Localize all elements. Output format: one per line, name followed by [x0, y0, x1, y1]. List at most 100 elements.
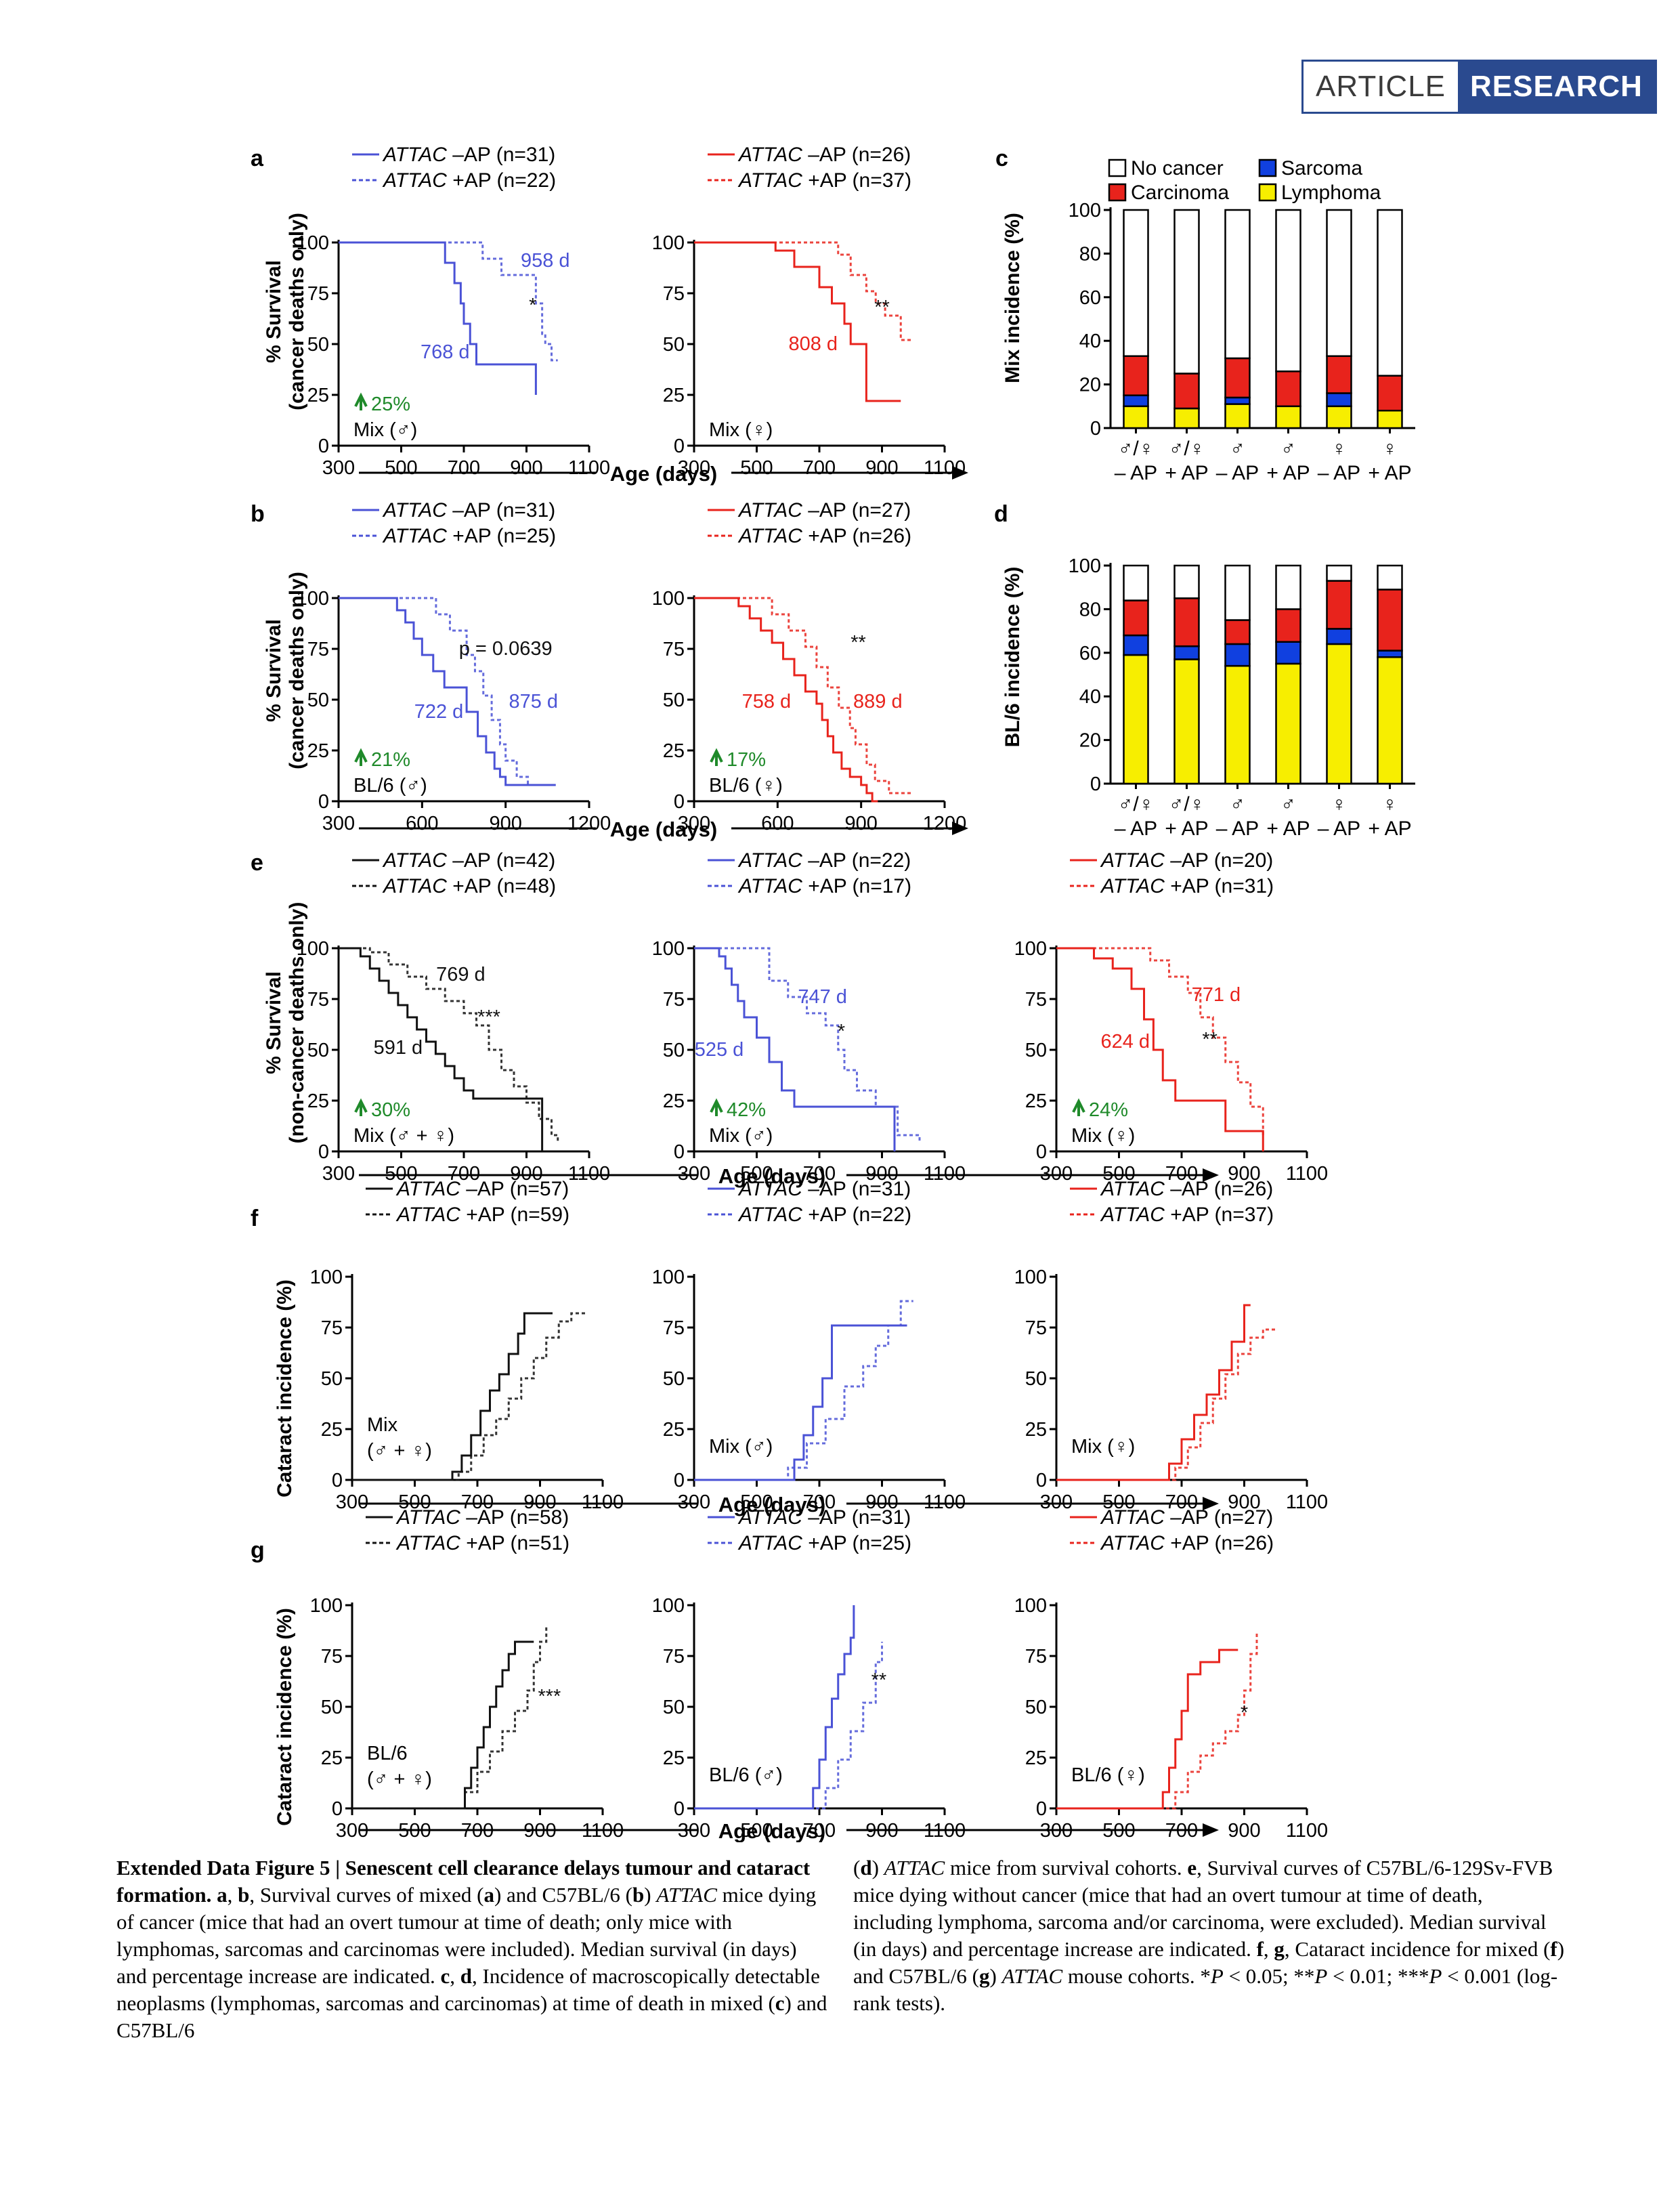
y-tick-label: 80 [1079, 599, 1101, 620]
annotation: ** [874, 297, 890, 318]
legend-entry: ATTAC +AP (n=48) [382, 875, 556, 897]
caption-segment: c [775, 1991, 785, 2015]
legend-suffix: –AP (n=31) [447, 144, 555, 166]
y-tick-label: 50 [1025, 1697, 1047, 1718]
legend-name: ATTAC [737, 1506, 802, 1529]
increase-arrow-icon [711, 1101, 722, 1116]
legend-name: ATTAC [395, 1204, 460, 1226]
y-tick-label: 60 [1079, 643, 1101, 664]
series-line-plus-ap [1056, 948, 1263, 1135]
category-sex: ♂ [1230, 793, 1245, 815]
x-tick-label: 300 [1040, 1820, 1073, 1842]
chart-c: 020406080100♂/♀– AP♂/♀+ AP♂– AP♂+ AP♀– A… [1069, 157, 1415, 484]
caption-segment: ( [853, 1856, 860, 1880]
caption-segment: , Cataract incidence for mixed ( [1285, 1937, 1550, 1961]
legend-name: ATTAC [1100, 1506, 1165, 1529]
x-tick-label: 300 [678, 457, 710, 479]
increase-arrow-icon [1073, 1101, 1084, 1116]
annotation: 768 d [421, 341, 470, 363]
group-label: Mix (♀) [1071, 1125, 1135, 1147]
y-tick-label: 50 [1025, 1040, 1047, 1061]
bar-segment-sarcoma [1276, 642, 1301, 664]
x-tick-label: 1100 [924, 1820, 966, 1842]
bar-segment-sarcoma [1124, 635, 1148, 655]
caption-segment: d [460, 1964, 472, 1988]
legend-name: ATTAC [395, 1178, 460, 1200]
y-tick-label: 100 [310, 1595, 343, 1617]
group-label: Mix (♂) [709, 1125, 773, 1147]
caption-segment: c [441, 1964, 450, 1988]
caption-segment: ) [872, 1856, 884, 1880]
bar-segment-carcinoma [1226, 358, 1250, 398]
legend-suffix: +AP (n=25) [802, 1532, 911, 1554]
y-tick-label: 75 [663, 1646, 685, 1668]
y-tick-label: 75 [321, 1317, 343, 1339]
legend-entry: Sarcoma [1281, 157, 1362, 179]
legend-name: ATTAC [382, 525, 447, 547]
caption-segment: P [1314, 1964, 1327, 1988]
legend-entry: ATTAC +AP (n=17) [737, 875, 911, 897]
bar-segment-lymphoma [1276, 664, 1301, 784]
series-line-minus-ap [1056, 948, 1263, 1151]
y-tick-label: 75 [663, 639, 685, 660]
caption-segment: b [238, 1883, 249, 1907]
group-label: BL/6 (♀) [709, 775, 783, 797]
svg-text:Mix incidence (%): Mix incidence (%) [1001, 213, 1024, 383]
legend-entry: ATTAC +AP (n=37) [1100, 1204, 1274, 1226]
y-tick-label: 25 [663, 740, 685, 762]
chart-b-left: 0255075100300 600 900 1200ATTAC –AP (n=31)A… [297, 499, 611, 834]
category-sex: ♀ [1331, 438, 1347, 460]
caption-segment: e [1187, 1856, 1197, 1880]
chart-g-mid: 0255075100300 500 700 900 1100ATTAC –AP (n=3… [652, 1506, 966, 1842]
x-tick-label: 1100 [924, 1163, 966, 1185]
y-tick-label: 0 [318, 1141, 329, 1163]
annotation: 624 d [1100, 1031, 1150, 1053]
caption-segment: ATTAC [884, 1856, 945, 1880]
y-tick-label: 0 [1036, 1798, 1047, 1820]
caption-segment: ATTAC [1002, 1964, 1063, 1988]
y-tick-label: 25 [663, 1090, 685, 1112]
caption-segment: P [1429, 1964, 1442, 1988]
bar-segment-no-cancer [1276, 210, 1301, 371]
caption-right-column: (d) ATTAC mice from survival cohorts. e,… [853, 1854, 1566, 2044]
bar-segment-carcinoma [1327, 356, 1352, 394]
category-treatment: – AP [1216, 818, 1259, 840]
x-tick-label: 900 [865, 1820, 898, 1842]
legend-name: ATTAC [1100, 849, 1165, 872]
x-tick-label: 300 [322, 813, 355, 834]
bar-segment-lymphoma [1124, 406, 1148, 428]
panel-label-g: g [251, 1537, 265, 1563]
y-tick-label: 75 [307, 639, 329, 660]
category-sex: ♀ [1382, 438, 1398, 460]
ylabel-f: Cataract incidence (%) [274, 1279, 296, 1498]
series-line-plus-ap [694, 242, 913, 340]
bar-segment-carcinoma [1327, 581, 1352, 629]
x-tick-label: 700 [448, 457, 480, 479]
x-tick-label: 600 [761, 813, 794, 834]
bar-segment-lymphoma [1276, 406, 1301, 428]
group-label: Mix (♀) [1071, 1436, 1135, 1458]
category-sex: ♂/♀ [1118, 438, 1154, 460]
y-tick-label: 20 [1079, 730, 1101, 752]
x-tick-label: 300 [678, 813, 710, 834]
annotation: 889 d [853, 691, 903, 713]
group-label: Mix (♂) [353, 419, 417, 441]
bar-segment-no-cancer [1226, 566, 1250, 620]
legend-suffix: –AP (n=27) [1165, 1506, 1273, 1529]
x-tick-label: 700 [461, 1820, 494, 1842]
panel-label-c: c [995, 146, 1008, 171]
caption-segment: a [483, 1883, 494, 1907]
bar-segment-sarcoma [1378, 651, 1402, 658]
legend-entry: ATTAC –AP (n=27) [737, 499, 911, 522]
y-tick-label: 40 [1079, 331, 1101, 352]
chart-e-mid: 0255075100300 500 700 900 1100ATTAC –AP (n=2… [652, 849, 966, 1185]
legend-suffix: +AP (n=26) [802, 525, 911, 547]
x-tick-label: 500 [740, 1820, 773, 1842]
caption-segment: b [632, 1883, 644, 1907]
y-tick-label: 75 [1025, 989, 1047, 1011]
group-label: BL/6 (♂) [353, 775, 427, 797]
caption-segment: , [450, 1964, 460, 1988]
category-treatment: – AP [1318, 462, 1360, 484]
y-tick-label: 0 [674, 436, 685, 457]
y-tick-label: 25 [1025, 1747, 1047, 1769]
